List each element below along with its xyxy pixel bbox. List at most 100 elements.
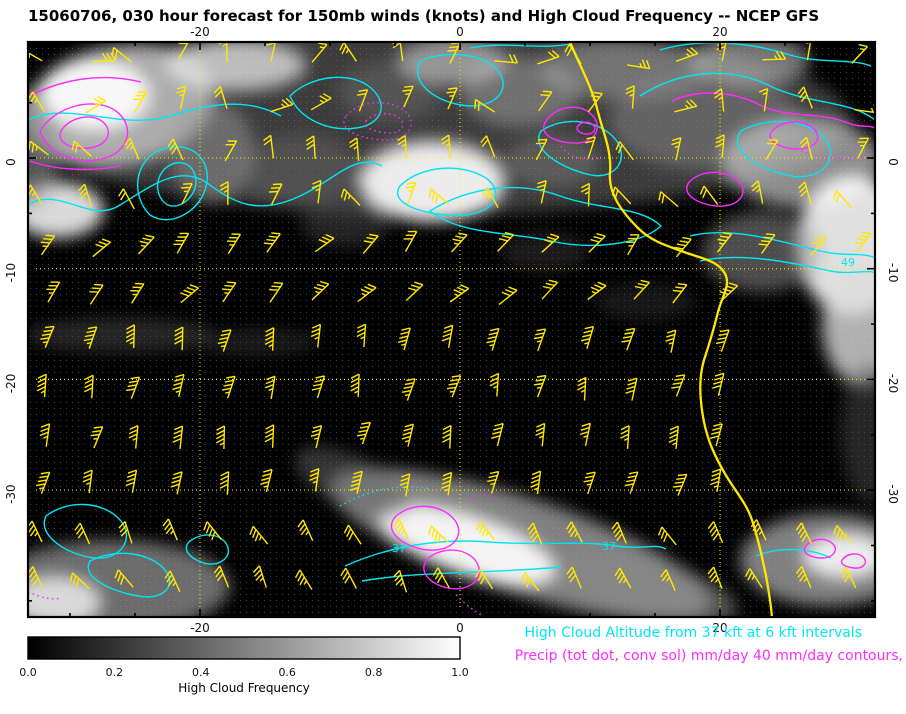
wind-barb (716, 42, 727, 62)
cloud-altitude-contour (157, 162, 197, 207)
colorbar-tick-label: 0.0 (19, 666, 37, 679)
wind-barb (170, 471, 183, 495)
wind-barb (716, 232, 733, 253)
axis-tick-label: -20 (190, 621, 210, 635)
wind-barb (349, 137, 360, 161)
wind-barb (402, 85, 414, 108)
precip-contour (28, 591, 62, 600)
wind-barb (340, 188, 361, 206)
wind-barb (537, 50, 560, 65)
wind-barb (854, 231, 872, 253)
cloud-region (28, 317, 215, 353)
wind-barb (535, 138, 548, 161)
wind-barb (401, 378, 416, 401)
wind-barb (226, 233, 241, 255)
wind-barb (428, 188, 450, 205)
wind-barb (587, 281, 607, 301)
wind-barb (447, 42, 461, 64)
wind-barb (173, 232, 190, 254)
wind-barb (489, 372, 500, 397)
wind-barb (719, 282, 739, 302)
cloud-region (380, 504, 556, 586)
wind-barb (497, 231, 515, 252)
axis-tick-label: -20 (190, 25, 210, 39)
wind-barb (401, 423, 414, 447)
wind-barb (810, 235, 827, 256)
cloud-altitude-contour (659, 42, 872, 67)
wind-barb (217, 329, 232, 352)
wind-barb (611, 521, 627, 544)
wind-barb (671, 137, 682, 161)
axis-tick-label: 0 (456, 25, 464, 39)
wind-barb (213, 86, 228, 109)
wind-barb (498, 286, 518, 306)
wind-barb (340, 567, 358, 589)
wind-barb (851, 43, 869, 64)
coastline (568, 42, 774, 617)
wind-barb (310, 323, 322, 348)
wind-barb (92, 52, 117, 63)
wind-barb (625, 234, 640, 256)
wind-barb (403, 230, 418, 252)
wind-barb (674, 99, 698, 113)
contour-label: 49 (841, 256, 855, 269)
wind-barb (668, 425, 679, 449)
wind-barb (405, 281, 424, 302)
wind-barb (665, 329, 677, 353)
wind-barb (130, 282, 145, 304)
axis-tick-label: -30 (4, 484, 18, 504)
cloud-altitude-contour (136, 145, 208, 221)
wind-barb (798, 181, 812, 205)
wind-barb (74, 522, 91, 545)
wind-barb (349, 470, 363, 494)
cloud-altitude-contour (339, 486, 432, 507)
precip-contour (469, 494, 499, 502)
wind-barb (744, 568, 763, 589)
wind-barb (615, 141, 635, 161)
wind-barb (614, 567, 632, 589)
wind-barb (441, 324, 454, 349)
wind-barb (46, 281, 61, 303)
wind-barb (707, 521, 724, 543)
wind-barb (397, 135, 408, 159)
wind-barb (83, 326, 98, 349)
wind-barb (314, 233, 335, 253)
wind-barb (585, 136, 596, 159)
axis-tick-label: 20 (712, 25, 727, 39)
wind-barb (699, 185, 719, 206)
wind-barb (674, 236, 692, 258)
wind-barb (451, 232, 468, 253)
wind-barb (583, 471, 596, 495)
wind-barb (538, 90, 553, 112)
wind-barb (449, 284, 470, 303)
wind-barb (114, 569, 134, 588)
cloud-region (28, 576, 101, 617)
cloud-region (840, 362, 875, 502)
axis-tick-label-layer: -20 -20 0 0 20 20 0 0 -10 -10 -20 -20 -30 -30 (4, 25, 900, 635)
wind-barb (215, 425, 226, 450)
wind-barb (125, 324, 136, 348)
wind-barb (270, 97, 294, 113)
wind-barb (833, 525, 853, 544)
cloud-altitude-contour (87, 552, 171, 598)
cloud-region (165, 42, 305, 90)
wind-barb (624, 471, 639, 494)
cloud-altitude-contour-layer (28, 42, 875, 598)
wind-barb (797, 86, 813, 109)
wind-barb (222, 375, 236, 399)
wind-barb (125, 376, 141, 399)
wind-barb (357, 283, 377, 303)
wind-barb (172, 425, 184, 450)
wind-barb (172, 373, 185, 398)
wind-barb (535, 422, 546, 447)
wind-barb (536, 180, 547, 204)
wind-barb (252, 565, 267, 588)
wind-barb (294, 569, 313, 590)
wind-barb (474, 98, 496, 113)
axis-tick-label: 0 (886, 158, 900, 166)
wind-barb (118, 188, 135, 210)
wind-barb (28, 91, 46, 112)
axis-tick-label: -20 (4, 374, 18, 394)
wind-barb (77, 183, 93, 207)
wind-barb (520, 572, 540, 592)
